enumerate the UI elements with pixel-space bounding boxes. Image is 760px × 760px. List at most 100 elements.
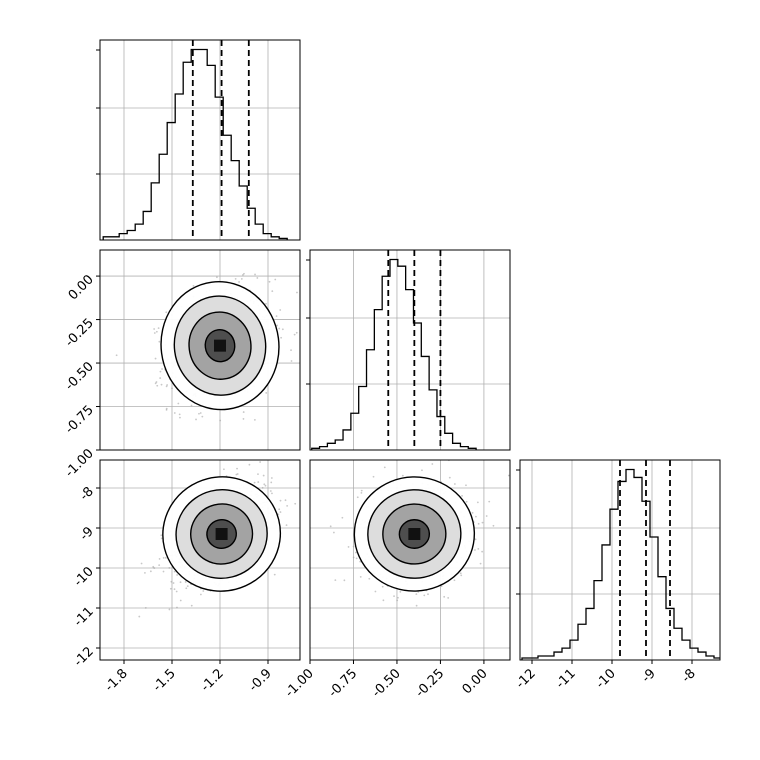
scatter-point — [332, 531, 335, 534]
scatter-point — [179, 599, 182, 602]
scatter-point — [192, 284, 195, 287]
scatter-point — [152, 565, 155, 568]
scatter-point — [173, 412, 176, 414]
x-tick-label: -10 — [593, 666, 619, 692]
scatter-point — [248, 463, 251, 466]
scatter-point — [341, 516, 344, 519]
scatter-point — [465, 484, 467, 487]
y-tick-label: -9 — [77, 524, 97, 544]
scatter-point — [431, 463, 434, 465]
scatter-point — [242, 411, 245, 413]
scatter-point — [485, 515, 488, 517]
scatter-point — [240, 278, 243, 280]
panel-frame — [99, 459, 301, 661]
scatter-point — [393, 595, 395, 598]
scatter-point — [281, 328, 284, 331]
scatter-point — [236, 473, 239, 475]
scatter-point — [177, 402, 180, 405]
scatter-point — [294, 502, 297, 505]
x-tick-label: -1.5 — [150, 666, 179, 695]
scatter-point — [219, 419, 222, 422]
scatter-point — [471, 511, 474, 514]
scatter-point — [158, 564, 161, 567]
scatter-point — [356, 496, 359, 499]
y-tick-label: -12 — [71, 644, 97, 670]
scatter-point — [453, 579, 456, 582]
scatter-point — [190, 404, 193, 407]
scatter-point — [475, 515, 477, 518]
scatter-point — [173, 570, 176, 573]
scatter-point — [176, 606, 178, 609]
scatter-point — [160, 383, 163, 386]
scatter-point — [265, 302, 267, 305]
scatter-point — [488, 500, 491, 503]
x-tick-label: -12 — [513, 666, 539, 692]
x-tick-label: 0.00 — [460, 666, 491, 697]
scatter-point — [401, 474, 404, 477]
scatter-point — [171, 387, 173, 390]
panel-0-0 — [96, 39, 301, 241]
scatter-point — [154, 382, 157, 385]
y-tick-label: -8 — [77, 484, 97, 504]
histogram-step — [521, 468, 720, 660]
density-peak — [215, 528, 228, 540]
scatter-point — [285, 524, 288, 527]
scatter-point — [372, 475, 375, 478]
y-tick-label: -0.25 — [62, 316, 96, 350]
scatter-point — [261, 242, 263, 244]
scatter-point — [343, 579, 346, 582]
scatter-point — [242, 273, 244, 276]
x-tick-label: -11 — [553, 666, 579, 692]
scatter-point — [334, 579, 337, 582]
scatter-point — [164, 556, 167, 559]
scatter-point — [459, 572, 462, 575]
scatter-point — [161, 368, 163, 370]
joint-density — [138, 461, 305, 618]
x-tick-label: -8 — [679, 666, 699, 686]
scatter-point — [175, 590, 178, 593]
scatter-point — [158, 340, 161, 343]
scatter-point — [242, 418, 245, 420]
scatter-point — [257, 481, 260, 483]
scatter-point — [206, 453, 208, 455]
panel-frame — [99, 39, 301, 241]
scatter-point — [261, 486, 264, 489]
scatter-point — [179, 416, 181, 419]
scatter-point — [271, 290, 274, 293]
scatter-point — [359, 575, 362, 578]
scatter-point — [347, 546, 350, 548]
scatter-point — [271, 492, 273, 495]
scatter-point — [374, 590, 377, 593]
scatter-point — [303, 488, 305, 490]
scatter-point — [158, 558, 161, 560]
scatter-point — [276, 324, 278, 327]
scatter-point — [186, 585, 189, 588]
scatter-point — [355, 557, 358, 560]
scatter-point — [460, 574, 463, 577]
scatter-point — [153, 567, 156, 569]
scatter-point — [396, 599, 399, 602]
scatter-point — [279, 309, 282, 311]
scatter-point — [383, 466, 386, 469]
panel-2-1: -1.00 -0.75 -0.50 -0.25 0.00 — [282, 459, 511, 701]
panel-frame — [309, 459, 511, 661]
scatter-point — [154, 357, 157, 360]
scatter-point — [138, 615, 141, 618]
x-tick-label: -9 — [639, 666, 659, 686]
scatter-point — [421, 469, 423, 472]
scatter-point — [156, 384, 159, 387]
scatter-point — [279, 499, 282, 502]
scatter-point — [179, 581, 182, 584]
scatter-point — [329, 525, 332, 528]
scatter-point — [162, 556, 165, 559]
scatter-point — [399, 590, 402, 593]
scatter-point — [461, 495, 463, 497]
scatter-point — [296, 291, 298, 294]
scatter-point — [293, 333, 296, 336]
panel-1-0: -1.00 -0.75 -0.50 -0.25 0.00 — [62, 242, 301, 481]
scatter-point — [275, 315, 278, 318]
scatter-point — [115, 354, 118, 357]
scatter-point — [274, 278, 277, 281]
histogram-step — [102, 48, 288, 240]
histogram-step — [311, 258, 477, 450]
